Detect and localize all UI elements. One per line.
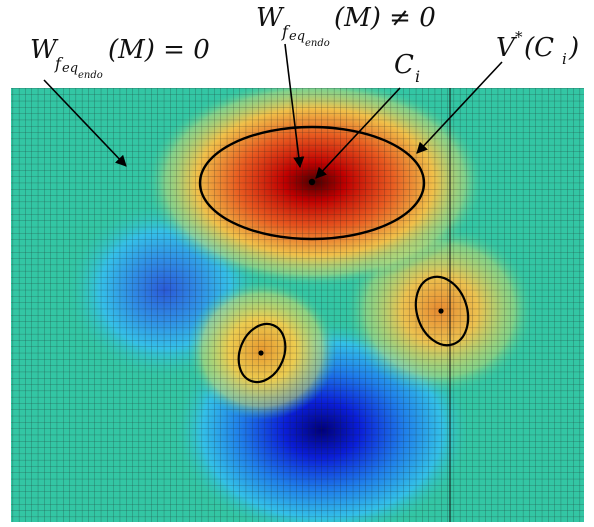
label-vstar-open: (C bbox=[524, 33, 554, 63]
label-w-nonzero-sub-f: f bbox=[281, 22, 291, 41]
label-vstar-close: ) bbox=[568, 33, 579, 63]
arrow-w-zero bbox=[43, 79, 127, 167]
label-w-zero-sub-endo: endo bbox=[78, 70, 103, 81]
label-ci: C i bbox=[394, 50, 420, 86]
arrow-w-nonzero bbox=[284, 43, 305, 169]
label-ci-base: C bbox=[394, 50, 414, 80]
label-w-nonzero-base: W bbox=[256, 3, 285, 33]
label-vstar: V * (C i ) bbox=[496, 28, 579, 68]
label-w-zero: W f eq endo (M) = 0 bbox=[30, 35, 210, 81]
label-w-nonzero-rest: (M) ≠ 0 bbox=[334, 3, 436, 33]
right-peak-outline bbox=[414, 275, 470, 347]
label-vstar-sub: i bbox=[562, 50, 567, 68]
label-w-zero-base: W bbox=[30, 35, 59, 65]
center-point-middle bbox=[258, 350, 264, 356]
middle-peak-outline bbox=[237, 322, 287, 384]
label-w-zero-sub-f: f bbox=[54, 54, 64, 73]
label-w-nonzero-sub-endo: endo bbox=[305, 38, 330, 49]
red-peak-outline bbox=[198, 125, 426, 241]
label-w-zero-rest: (M) = 0 bbox=[108, 35, 210, 65]
center-point-red bbox=[308, 178, 316, 186]
label-w-nonzero-sub-eq: eq bbox=[289, 29, 305, 44]
label-w-nonzero: W f eq endo (M) ≠ 0 bbox=[256, 3, 436, 49]
arrow-vstar bbox=[416, 61, 503, 154]
label-w-zero-sub-eq: eq bbox=[62, 61, 78, 76]
label-ci-sub: i bbox=[415, 67, 420, 86]
center-point-right bbox=[438, 308, 444, 314]
label-vstar-base: V bbox=[496, 33, 517, 63]
label-vstar-sup: * bbox=[515, 28, 523, 46]
arrow-ci bbox=[315, 87, 401, 179]
